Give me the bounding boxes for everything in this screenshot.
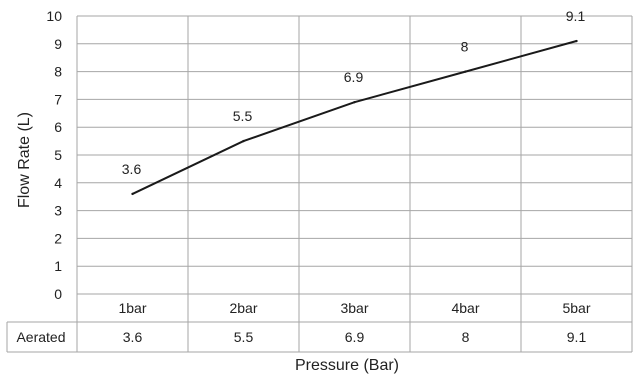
y-axis-title: Flow Rate (L) [16,112,33,208]
y-tick-label: 8 [54,64,62,80]
data-label: 6.9 [344,69,364,85]
y-tick-label: 0 [54,286,62,302]
y-tick-label: 5 [54,147,62,163]
x-category-label: 1bar [118,300,146,316]
data-labels: 3.6 5.5 6.9 8 9.1 [122,8,586,177]
data-label: 8 [461,39,469,55]
series-aerated [131,39,578,196]
x-category-label: 4bar [451,300,479,316]
table-value-cell: 6.9 [345,329,365,345]
data-point [131,192,134,196]
gridlines [76,15,633,352]
y-tick-label: 7 [54,91,62,107]
y-tick-label: 10 [46,8,62,24]
data-label: 5.5 [233,108,253,124]
data-point [575,39,578,43]
y-tick-label: 6 [54,119,62,135]
y-tick-label: 1 [54,258,62,274]
table-series-name: Aerated [16,329,65,345]
table-value-cell: 8 [462,329,470,345]
data-point [353,100,356,104]
table-value-cell: 5.5 [234,329,254,345]
data-label: 9.1 [566,8,586,24]
y-tick-label: 4 [54,175,62,191]
x-category-label: 2bar [229,300,257,316]
y-tick-labels: 0 1 2 3 4 5 6 7 8 9 10 [46,8,62,302]
data-point [464,70,467,73]
y-tick-label: 2 [54,230,62,246]
table-value-cell: 3.6 [123,329,143,345]
x-category-label: 3bar [340,300,368,316]
data-label: 3.6 [122,161,142,177]
table-value-cell: 9.1 [567,329,587,345]
data-table: 1bar 2bar 3bar 4bar 5bar Aerated 3.6 5.5 6.9 8 9.1 [6,300,632,353]
series-line-aerated [132,40,577,195]
x-axis-title: Pressure (Bar) [295,357,399,374]
data-point [242,139,245,143]
y-tick-label: 9 [54,36,62,52]
y-tick-label: 3 [54,203,62,219]
x-category-label: 5bar [562,300,590,316]
